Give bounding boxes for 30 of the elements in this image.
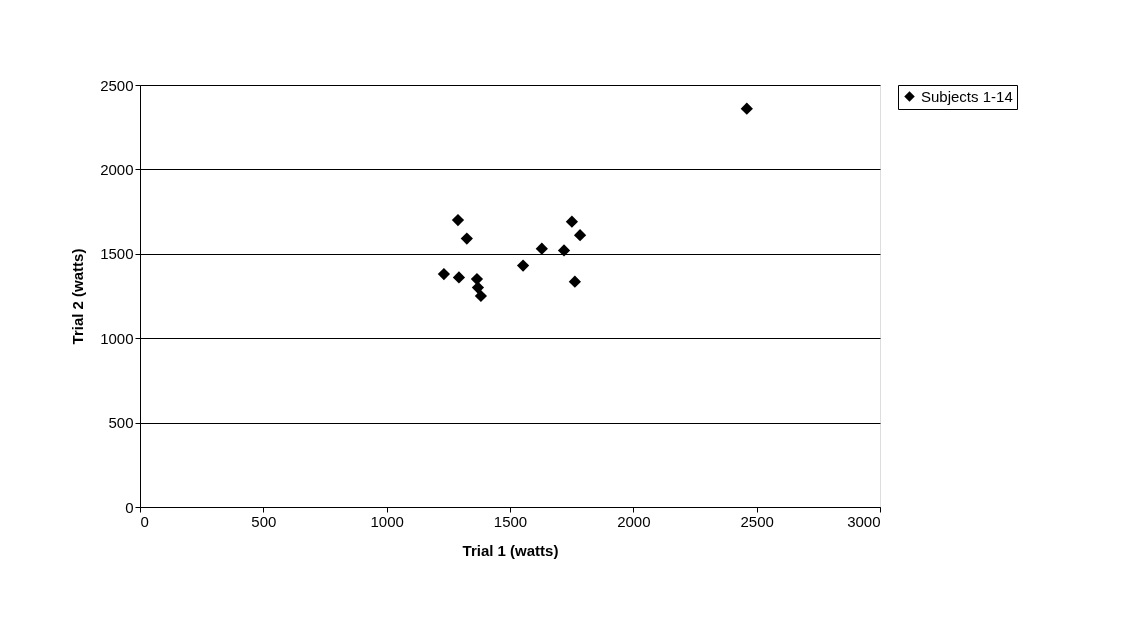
x-tick-label: 1000 [370,512,404,530]
x-tick-label: 2500 [740,512,774,530]
point [573,229,587,242]
y-tick-label: 500 [108,414,134,432]
x-axis-title: Trial 1 (watts) [462,541,559,559]
x-tick-label: 1500 [493,512,528,530]
point [460,232,473,245]
y-axis-title: Trial 2 (watts) [69,248,87,345]
point [471,281,485,294]
y-tick-label: 2000 [100,160,134,178]
point [452,271,466,284]
point [568,275,581,288]
point [516,259,530,272]
point [535,242,548,255]
x-tick-label: 500 [251,512,277,530]
x-tick-label: 3000 [847,512,881,530]
point [451,213,465,227]
point [437,267,451,281]
point [565,215,579,228]
point [557,244,571,257]
point [470,273,484,286]
y-tick-label: 2500 [100,76,134,94]
y-tick-label: 1000 [100,329,134,347]
point [474,289,488,303]
point [740,102,753,115]
x-tick-label: 0 [140,512,149,530]
y-tick-label: 1500 [100,245,134,263]
y-tick-label: 0 [125,498,134,516]
legend-label: Subjects 1-14 [921,87,1013,105]
x-tick-label: 2000 [617,512,651,530]
